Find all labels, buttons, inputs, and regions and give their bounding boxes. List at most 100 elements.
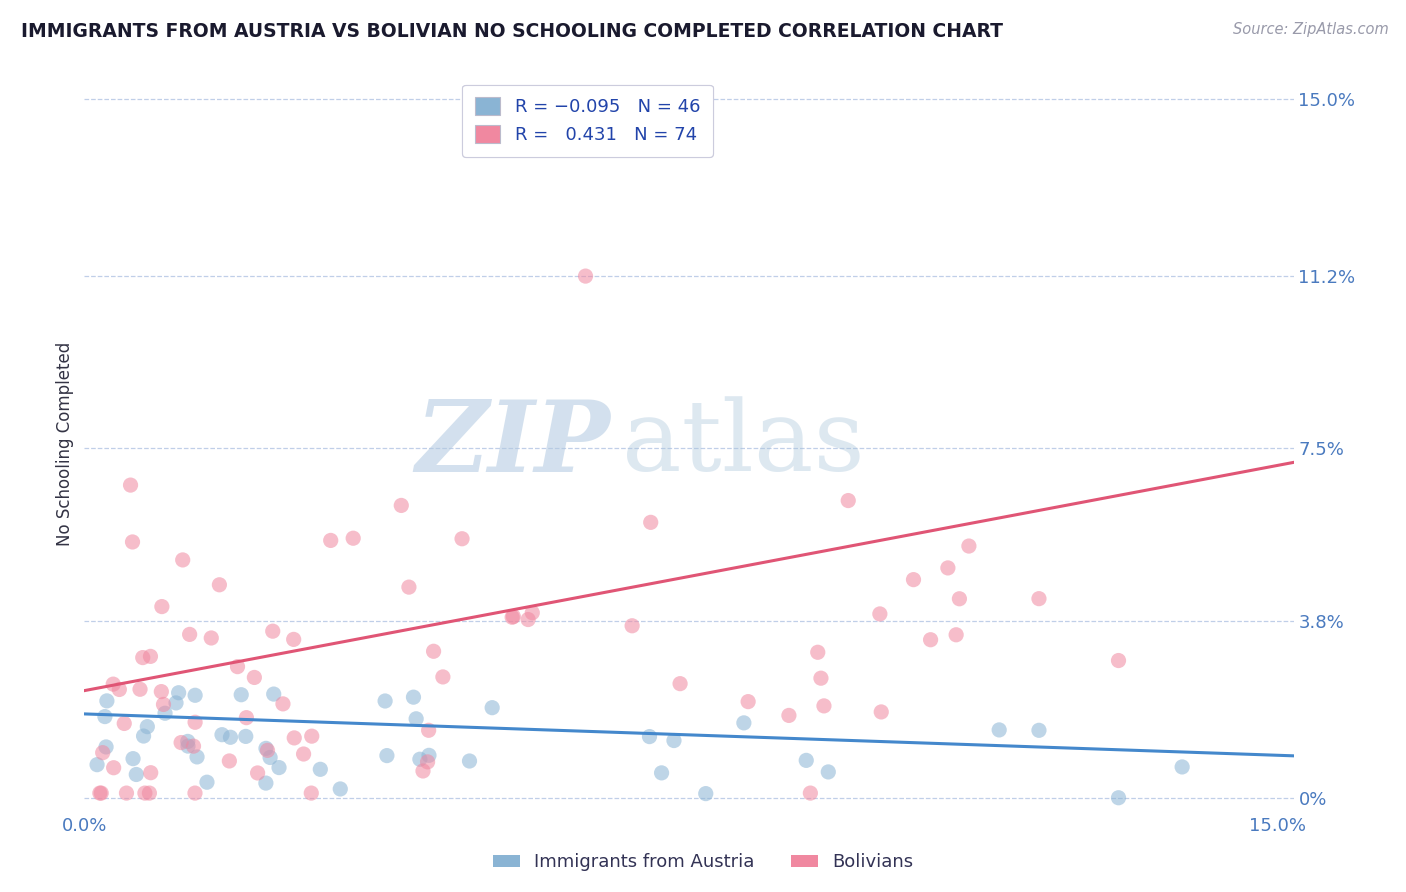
Point	[574, 269, 596, 284]
Point	[1171, 760, 1194, 774]
Point	[418, 723, 440, 738]
Point	[94, 739, 117, 754]
Point	[115, 786, 138, 800]
Point	[299, 786, 322, 800]
Point	[416, 755, 439, 769]
Point	[342, 531, 364, 545]
Point	[1108, 654, 1130, 668]
Point	[640, 516, 662, 530]
Point	[695, 787, 717, 801]
Point	[108, 682, 131, 697]
Point	[184, 786, 207, 800]
Point	[231, 688, 253, 702]
Point	[662, 733, 685, 747]
Point	[263, 687, 285, 701]
Point	[219, 731, 242, 745]
Point	[218, 754, 240, 768]
Point	[195, 775, 218, 789]
Point	[177, 734, 200, 748]
Point	[1028, 591, 1050, 606]
Point	[121, 535, 143, 549]
Point	[813, 698, 835, 713]
Point	[451, 532, 474, 546]
Point	[208, 578, 231, 592]
Point	[91, 746, 114, 760]
Point	[96, 694, 118, 708]
Point	[267, 761, 290, 775]
Point	[458, 754, 481, 768]
Point	[778, 708, 800, 723]
Point	[132, 650, 155, 665]
Point	[136, 720, 159, 734]
Point	[183, 739, 205, 753]
Point	[794, 753, 817, 767]
Point	[153, 706, 176, 721]
Point	[1108, 790, 1130, 805]
Point	[120, 478, 142, 492]
Point	[165, 696, 187, 710]
Point	[389, 499, 412, 513]
Point	[271, 697, 294, 711]
Point	[184, 715, 207, 730]
Point	[132, 729, 155, 743]
Point	[936, 561, 959, 575]
Point	[1028, 723, 1050, 738]
Point	[733, 715, 755, 730]
Point	[122, 751, 145, 765]
Point	[184, 688, 207, 702]
Point	[139, 649, 162, 664]
Point	[422, 644, 444, 658]
Point	[112, 716, 135, 731]
Point	[870, 705, 893, 719]
Y-axis label: No Schooling Completed: No Schooling Completed	[56, 342, 75, 546]
Legend: Immigrants from Austria, Bolivians: Immigrants from Austria, Bolivians	[485, 847, 921, 879]
Point	[283, 731, 305, 745]
Point	[150, 599, 173, 614]
Point	[200, 631, 222, 645]
Point	[329, 781, 352, 796]
Point	[903, 573, 925, 587]
Point	[179, 627, 201, 641]
Point	[301, 729, 323, 743]
Point	[501, 610, 523, 624]
Point	[374, 694, 396, 708]
Point	[837, 493, 859, 508]
Point	[920, 632, 942, 647]
Point	[651, 765, 673, 780]
Point	[94, 709, 117, 723]
Point	[235, 711, 257, 725]
Point	[988, 723, 1011, 737]
Point	[138, 786, 160, 800]
Point	[259, 750, 281, 764]
Point	[172, 553, 194, 567]
Point	[226, 659, 249, 673]
Point	[945, 628, 967, 642]
Point	[375, 748, 398, 763]
Point	[517, 613, 540, 627]
Text: Source: ZipAtlas.com: Source: ZipAtlas.com	[1233, 22, 1389, 37]
Point	[103, 677, 125, 691]
Point	[810, 671, 832, 685]
Text: atlas: atlas	[623, 396, 865, 491]
Text: ZIP: ZIP	[415, 395, 610, 492]
Point	[256, 743, 278, 757]
Point	[807, 645, 830, 659]
Point	[292, 747, 315, 761]
Point	[817, 764, 839, 779]
Point	[86, 757, 108, 772]
Point	[90, 786, 112, 800]
Point	[254, 776, 277, 790]
Point	[621, 619, 644, 633]
Point	[402, 690, 425, 705]
Point	[481, 700, 503, 714]
Point	[129, 682, 152, 697]
Point	[737, 695, 759, 709]
Point	[869, 607, 891, 621]
Point	[139, 765, 162, 780]
Point	[405, 712, 427, 726]
Point	[309, 762, 332, 776]
Point	[211, 728, 233, 742]
Point	[103, 761, 125, 775]
Point	[170, 735, 193, 749]
Point	[283, 632, 305, 647]
